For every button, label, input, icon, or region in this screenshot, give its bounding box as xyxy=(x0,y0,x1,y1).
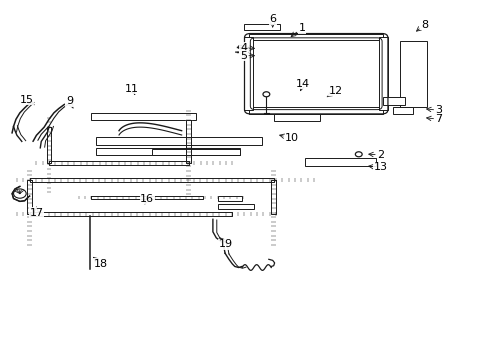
Text: 17: 17 xyxy=(29,207,43,218)
Bar xyxy=(249,108,382,114)
Polygon shape xyxy=(30,212,232,216)
Text: 2: 2 xyxy=(368,150,384,160)
Text: 1: 1 xyxy=(290,23,305,37)
Bar xyxy=(305,158,375,166)
Bar xyxy=(217,197,242,202)
Text: 15: 15 xyxy=(20,95,34,105)
Text: 7: 7 xyxy=(426,114,442,124)
Polygon shape xyxy=(91,195,203,199)
Text: 5: 5 xyxy=(240,51,254,61)
Polygon shape xyxy=(27,180,32,214)
Text: 12: 12 xyxy=(326,86,342,97)
Polygon shape xyxy=(271,180,276,214)
Polygon shape xyxy=(46,127,51,163)
Bar xyxy=(96,137,261,145)
Polygon shape xyxy=(49,161,188,165)
Polygon shape xyxy=(186,120,191,163)
Bar xyxy=(91,113,196,120)
Bar xyxy=(244,37,253,111)
Bar xyxy=(249,33,382,40)
Text: 18: 18 xyxy=(93,257,108,269)
Bar xyxy=(273,114,319,121)
Polygon shape xyxy=(30,178,273,182)
Text: 11: 11 xyxy=(124,84,139,95)
Text: 3: 3 xyxy=(426,105,442,115)
Text: 19: 19 xyxy=(219,238,233,249)
Bar xyxy=(217,203,254,209)
Text: 10: 10 xyxy=(279,133,299,143)
Text: 9: 9 xyxy=(66,96,73,108)
Bar xyxy=(399,41,426,107)
Bar xyxy=(96,148,239,155)
Circle shape xyxy=(14,189,26,198)
Polygon shape xyxy=(12,186,30,202)
Text: 13: 13 xyxy=(368,162,387,172)
Text: 14: 14 xyxy=(295,78,309,91)
Bar xyxy=(152,149,239,155)
Bar xyxy=(244,23,279,30)
Text: 8: 8 xyxy=(416,19,427,31)
Bar xyxy=(378,37,387,111)
Bar xyxy=(392,108,412,114)
Text: 16: 16 xyxy=(140,194,154,204)
Text: 4: 4 xyxy=(240,43,254,53)
Bar xyxy=(382,97,404,105)
Text: 6: 6 xyxy=(269,14,276,27)
